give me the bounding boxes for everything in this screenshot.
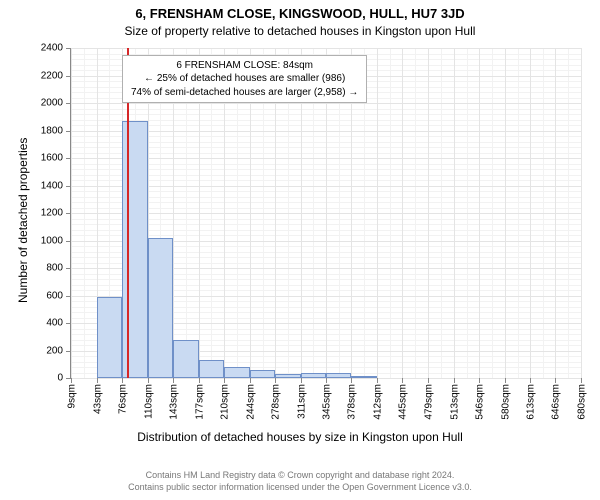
annotation-line: ← 25% of detached houses are smaller (98… [131,72,358,86]
xtick [581,378,582,383]
xtick [454,378,455,383]
xtick [555,378,556,383]
gridline-v [454,48,455,378]
ytick-label: 2200 [41,70,71,81]
xtick [97,378,98,383]
ytick-label: 2000 [41,98,71,109]
xtick-label: 345sqm [320,384,333,420]
xtick-label: 580sqm [498,384,511,420]
gridline-v [71,48,72,378]
chart-root: 6, FRENSHAM CLOSE, KINGSWOOD, HULL, HU7 … [0,0,600,500]
xtick-label: 378sqm [345,384,358,420]
xtick-label: 680sqm [575,384,588,420]
histogram-bar [122,121,148,378]
xtick-label: 546sqm [473,384,486,420]
xtick-label: 278sqm [269,384,282,420]
xtick [530,378,531,383]
footnote: Contains HM Land Registry data © Crown c… [0,470,600,480]
histogram-bar [173,340,199,379]
annotation-line: 6 FRENSHAM CLOSE: 84sqm [131,59,358,73]
xtick [71,378,72,383]
xtick-label: 445sqm [396,384,409,420]
histogram-bar [224,367,250,378]
ytick-label: 400 [46,318,71,329]
xtick [224,378,225,383]
xtick-label: 479sqm [422,384,435,420]
ytick-label: 200 [46,345,71,356]
xtick-label: 210sqm [217,384,230,420]
ytick-label: 1800 [41,125,71,136]
x-axis-label: Distribution of detached houses by size … [0,430,600,444]
xtick-label: 646sqm [549,384,562,420]
xtick [275,378,276,383]
histogram-bar [326,373,351,379]
histogram-bar [301,373,327,378]
ytick-label: 2400 [41,43,71,54]
xtick [479,378,480,383]
histogram-bar [351,376,377,378]
ytick-label: 1000 [41,235,71,246]
chart-title: 6, FRENSHAM CLOSE, KINGSWOOD, HULL, HU7 … [0,6,600,21]
y-axis-label: Number of detached properties [16,138,30,303]
plot-area: 0200400600800100012001400160018002000220… [70,48,581,379]
xtick [199,378,200,383]
gridline-v [377,48,378,378]
xtick [428,378,429,383]
histogram-bar [97,297,122,378]
annotation-box: 6 FRENSHAM CLOSE: 84sqm← 25% of detached… [122,55,367,104]
xtick-label: 613sqm [524,384,537,420]
xtick-label: 244sqm [243,384,256,420]
xtick-label: 412sqm [371,384,384,420]
xtick [377,378,378,383]
xtick [402,378,403,383]
xtick [301,378,302,383]
histogram-bar [148,238,173,378]
gridline-v [402,48,403,378]
histogram-bar [275,374,300,378]
xtick-label: 9sqm [65,384,78,408]
xtick [122,378,123,383]
gridline-v [555,48,556,378]
xtick [505,378,506,383]
ytick-label: 800 [46,263,71,274]
footnote: Contains public sector information licen… [0,482,600,492]
histogram-bar [199,360,224,378]
ytick-label: 1200 [41,208,71,219]
xtick-label: 110sqm [141,384,154,419]
xtick [250,378,251,383]
xtick [148,378,149,383]
annotation-line: 74% of semi-detached houses are larger (… [131,86,358,100]
gridline-v [479,48,480,378]
ytick-label: 600 [46,290,71,301]
xtick-label: 311sqm [294,384,307,419]
xtick [326,378,327,383]
ytick-label: 0 [57,373,71,384]
xtick [173,378,174,383]
histogram-bar [250,370,276,378]
chart-subtitle: Size of property relative to detached ho… [0,24,600,38]
xtick-label: 43sqm [90,384,103,414]
ytick-label: 1400 [41,180,71,191]
gridline-v [428,48,429,378]
xtick-label: 76sqm [115,384,128,414]
xtick-label: 143sqm [166,384,179,420]
xtick [351,378,352,383]
gridline-v [581,48,582,378]
ytick-label: 1600 [41,153,71,164]
gridline-v [530,48,531,378]
xtick-label: 513sqm [448,384,461,420]
xtick-label: 177sqm [192,384,205,420]
gridline-v [505,48,506,378]
